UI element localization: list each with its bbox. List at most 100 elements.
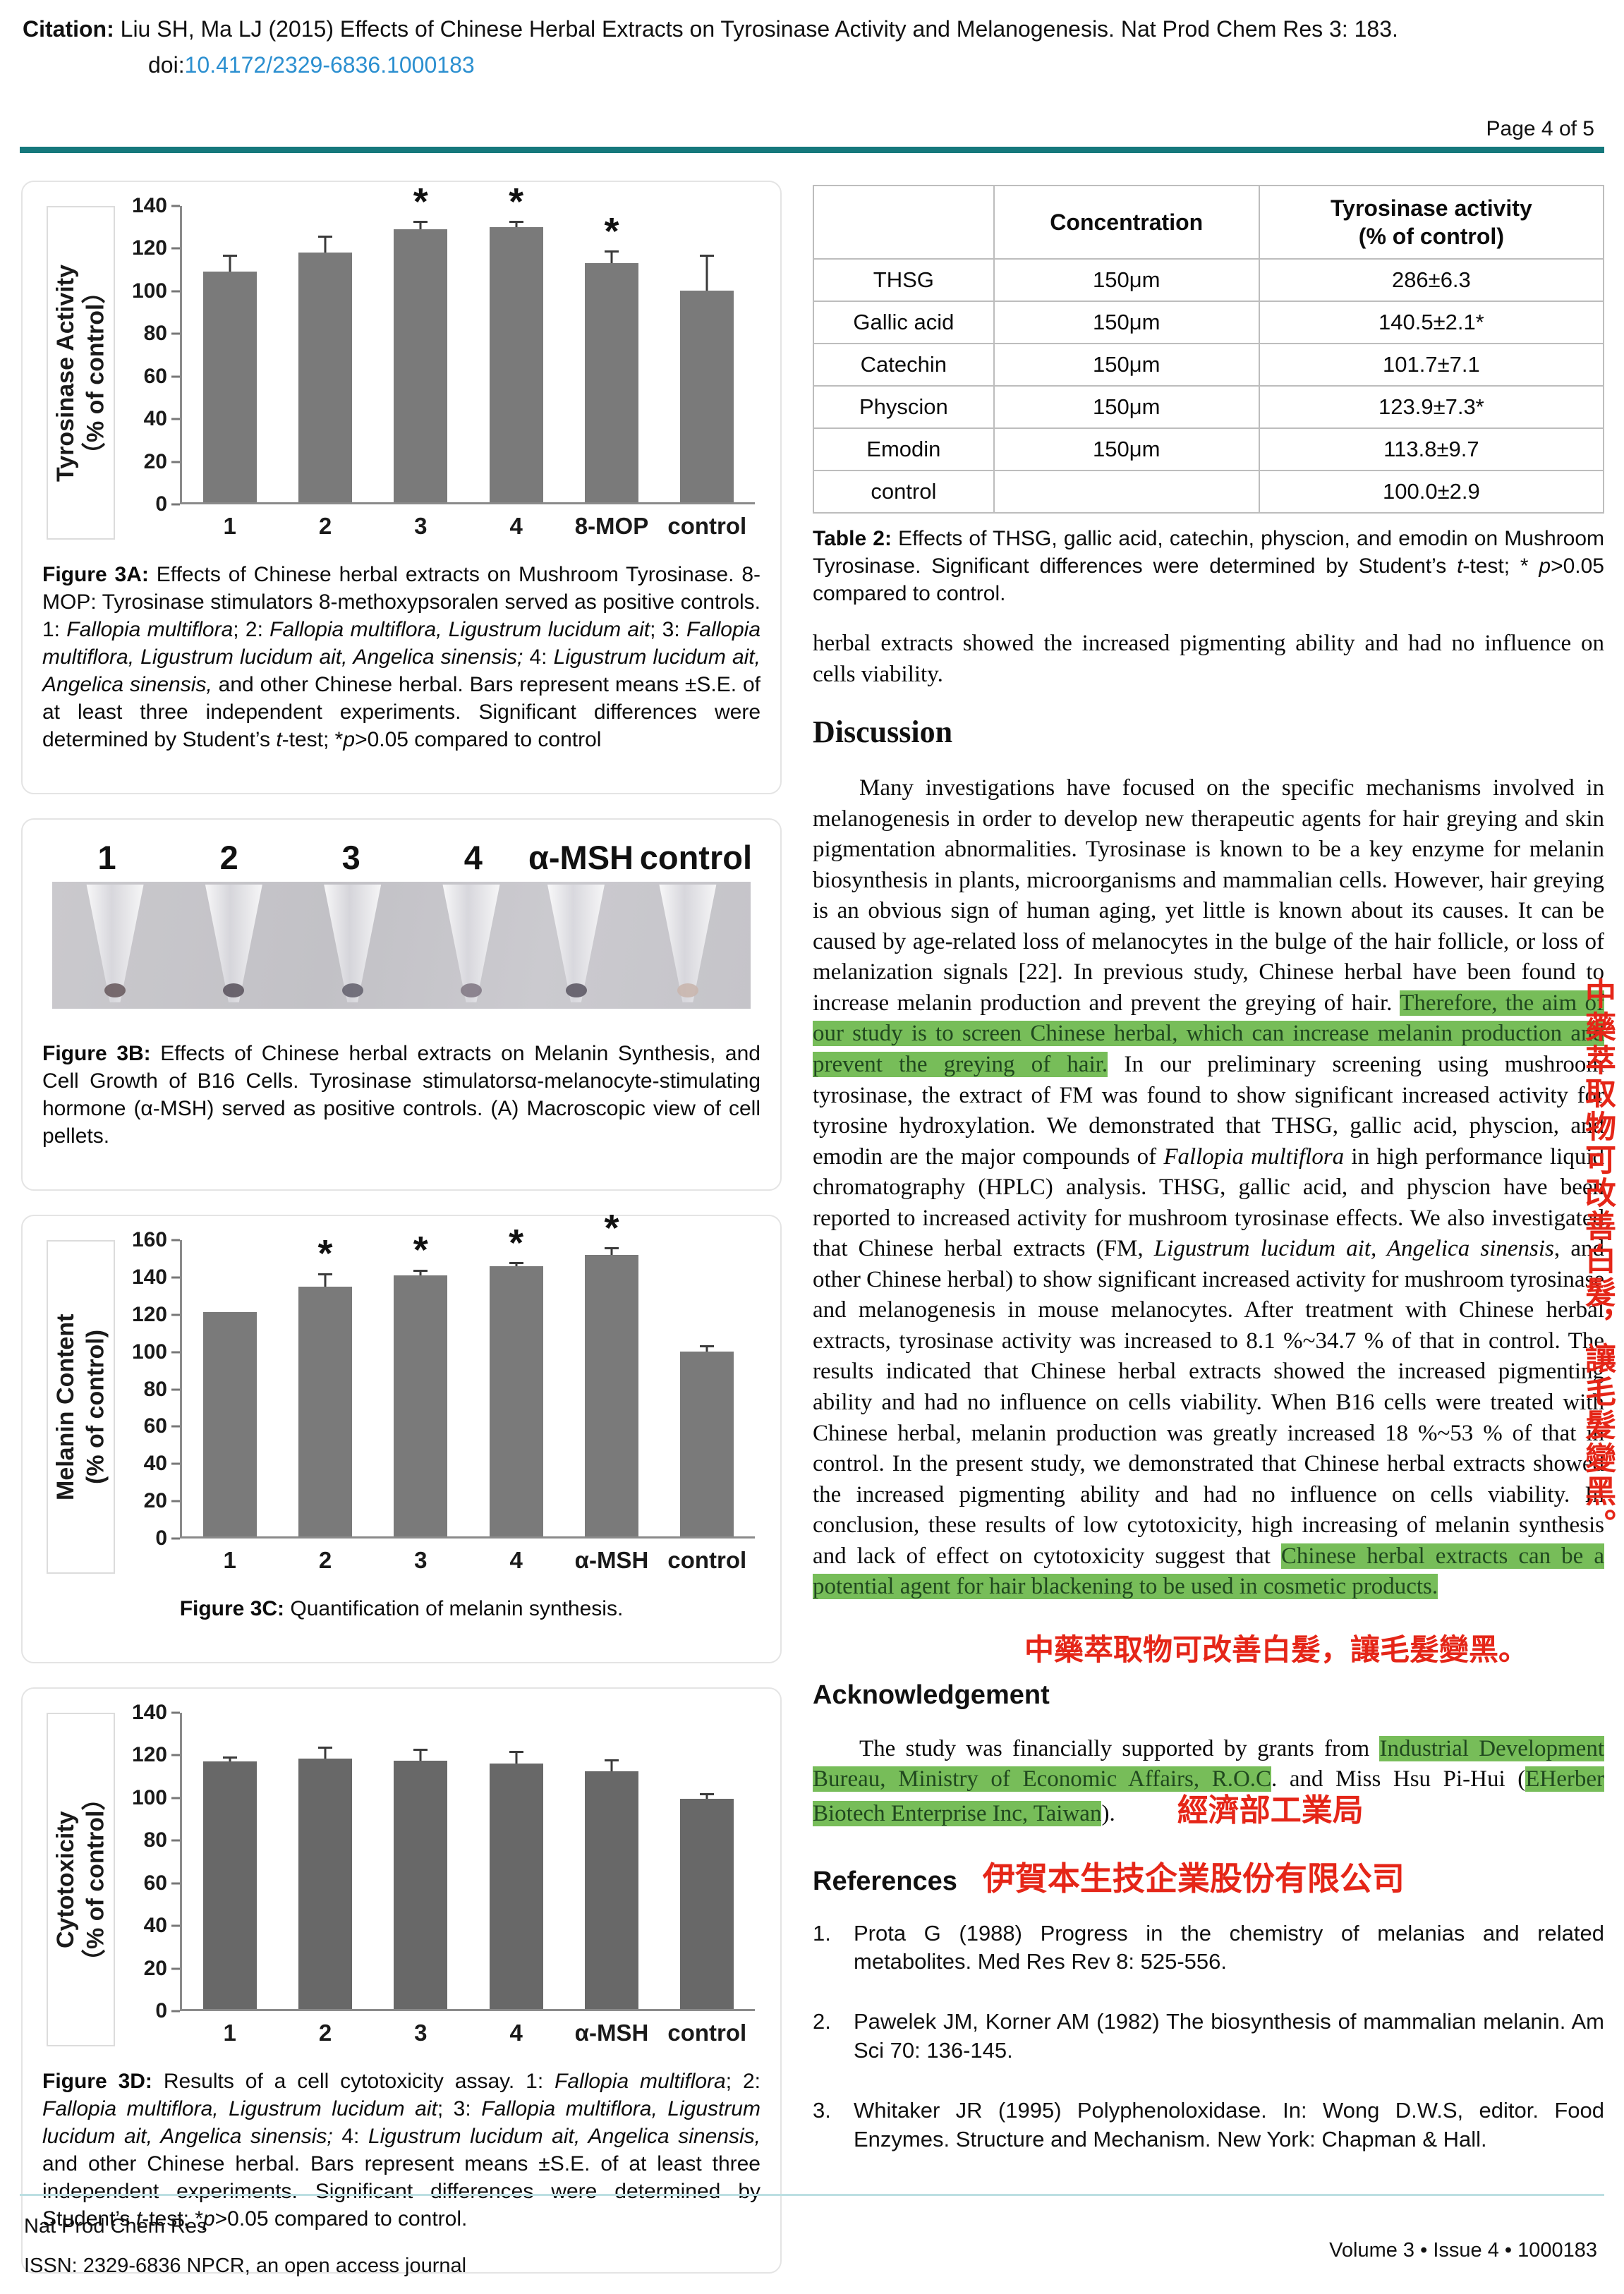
text-segment: 4: <box>332 2125 368 2148</box>
table-cell: Catechin <box>813 343 995 387</box>
text-segment: 4: <box>523 645 554 669</box>
y-tick-label: 100 <box>131 1785 167 1809</box>
y-tick-label: 60 <box>143 1871 167 1895</box>
significance-asterisk: * <box>413 1229 428 1272</box>
tube-label: 4 <box>463 839 483 876</box>
tube-label: 3 <box>341 839 360 876</box>
bar <box>585 1759 638 2009</box>
tube <box>201 885 266 1006</box>
error-bar <box>324 1749 327 1759</box>
error-bar <box>515 1753 518 1764</box>
significance-asterisk: * <box>604 210 619 253</box>
y-tick-label: 40 <box>143 1914 167 1938</box>
reference-number: 3. <box>813 2098 831 2123</box>
significance-asterisk: * <box>317 1232 333 1275</box>
error-bar-cap <box>700 1345 715 1348</box>
figure-3a-caption: Figure 3A: Effects of Chinese herbal ext… <box>42 561 761 753</box>
text-segment: t <box>1457 554 1463 578</box>
text-segment: Effects of Chinese herbal extracts on Mu… <box>42 563 761 641</box>
text-segment: Fallopia multiflora, Ligustrum lucidum a… <box>42 618 761 669</box>
error-bar <box>610 1761 613 1771</box>
bar <box>680 1345 734 1536</box>
table-cell: 113.8±9.7 <box>1258 427 1605 471</box>
tube-label: 1 <box>97 839 116 876</box>
tube-label: control <box>639 839 753 876</box>
y-tick-mark <box>171 1711 180 1714</box>
text-segment: ; 2: <box>725 2070 761 2093</box>
x-tick-label: control <box>667 513 747 539</box>
cell-pellet-photo <box>52 882 751 1009</box>
x-tick-label: control <box>667 1547 747 1573</box>
page-number: Page 4 of 5 <box>1486 117 1594 140</box>
y-tick-label: 20 <box>143 449 167 473</box>
figure-3b-photo: 1 2 3 4 α-MSH control <box>42 838 761 1009</box>
cell-pellet <box>341 983 363 997</box>
doi-link[interactable]: 10.4172/2329-6836.1000183 <box>184 52 475 78</box>
bar-slot: * <box>277 1232 372 1536</box>
y-tick-label: 60 <box>143 1414 167 1438</box>
y-tick-mark <box>171 1924 180 1927</box>
text-segment: , and other Chinese herbal) to show sign… <box>813 1236 1605 1569</box>
figure-3b-card: 1 2 3 4 α-MSH control Figure 3B: Effects of C… <box>21 818 782 1191</box>
significance-asterisk: * <box>413 180 428 223</box>
error-bar-cap <box>604 250 619 253</box>
table-cell: 150μm <box>993 343 1260 387</box>
references-list: 1. Prota G (1988) Progress in the chemist… <box>813 1919 1604 2154</box>
cell-pellet <box>461 983 482 997</box>
references-heading: References <box>813 1866 957 1896</box>
footer-journal: Nat Prod Chem Res <box>24 2215 207 2238</box>
text-segment: Figure 3B: <box>42 1042 151 1065</box>
y-tick-label: 0 <box>155 492 167 516</box>
reference-number: 2. <box>813 2009 831 2034</box>
text-segment: t <box>135 2207 143 2231</box>
table-cell: 286±6.3 <box>1258 258 1605 302</box>
text-segment: p <box>343 728 356 751</box>
figure-3b-caption: Figure 3B: Effects of Chinese herbal ext… <box>42 1040 761 1150</box>
x-tick-label: 2 <box>318 2020 332 2046</box>
figure-3d-caption: Figure 3D: Results of a cell cytotoxicit… <box>42 2068 761 2233</box>
chart-body: 0 20 40 60 80 100 120 140 <box>119 1701 761 2022</box>
chart-main: 0 20 40 60 80 100 120 140 160 * * * * 1 2 3 4 α-MSH contro… <box>119 1209 761 1574</box>
text-segment: >0.05 compared to control. <box>813 554 1604 605</box>
error-bar <box>705 1795 708 1799</box>
error-bar <box>419 1271 422 1275</box>
text-segment: and other Chinese herbal. Bars represent… <box>42 673 761 751</box>
plot-area <box>180 1713 755 2011</box>
x-axis-labels: 1 2 3 4 8-MOP control <box>119 513 755 540</box>
chart-main: 0 20 40 60 80 100 120 140 1 2 3 4 α-MSH control <box>119 1701 761 2046</box>
text-segment: -test; * <box>1462 554 1539 578</box>
text-segment: Figure 3A: <box>42 563 149 586</box>
text-segment: Fallopia multiflora, Ligustrum lucidum a… <box>269 618 650 641</box>
table-row: Physcion 150μm 123.9±7.3* <box>813 385 1605 429</box>
y-tick-mark <box>171 1839 180 1842</box>
bar: * <box>394 183 448 502</box>
y-tick-label: 140 <box>131 1701 167 1724</box>
text-segment: Fallopia multiflora, Ligustrum lucidum a… <box>42 2097 437 2120</box>
chart-body: 0 20 40 60 80 100 120 140 * * * <box>119 183 761 516</box>
table-cell: control <box>813 470 995 514</box>
y-axis-title: Cytotoxicity （% of control） <box>47 1713 115 2046</box>
y-tick-label: 0 <box>155 1527 167 1550</box>
y-tick-mark <box>171 1754 180 1756</box>
bar: * <box>489 1224 543 1536</box>
y-tick-label: 20 <box>143 1489 167 1513</box>
bar-slot <box>182 1713 277 2009</box>
error-bar-cap <box>509 1751 523 1753</box>
text-segment: Table 2: <box>813 527 892 550</box>
tube <box>320 885 385 1006</box>
reference-item: 2. Pawelek JM, Korner AM (1982) The biosy… <box>813 2008 1604 2065</box>
x-tick-label: 4 <box>509 1547 523 1573</box>
reference-text: Whitaker JR (1995) Polyphenoloxidase. In… <box>854 2098 1604 2152</box>
text-segment: Ligustrum lucidum ait, Angelica sinensis… <box>42 645 761 696</box>
bar <box>202 1312 257 1536</box>
y-tick-label: 120 <box>131 1302 167 1326</box>
plot-area: * * * <box>180 183 755 504</box>
cell-pellet <box>677 983 698 997</box>
text-segment: . and Miss Hsu Pi-Hui ( <box>1271 1766 1526 1792</box>
text-segment: Figure 3C: <box>179 1597 285 1620</box>
error-bar <box>610 253 613 263</box>
table-cell <box>993 470 1260 514</box>
error-bar <box>229 257 231 272</box>
error-bar-cap <box>413 221 428 223</box>
